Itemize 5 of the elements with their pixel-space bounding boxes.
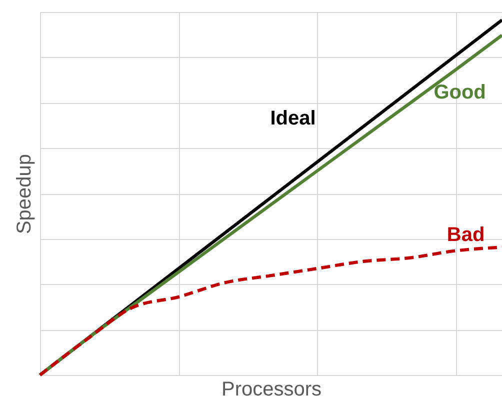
series-label: Bad bbox=[446, 224, 485, 246]
x-axis-title: Processors bbox=[221, 378, 322, 400]
series-label: Good bbox=[434, 82, 486, 104]
series-label: Ideal bbox=[270, 108, 316, 130]
y-axis-title: Speedup bbox=[14, 154, 36, 234]
